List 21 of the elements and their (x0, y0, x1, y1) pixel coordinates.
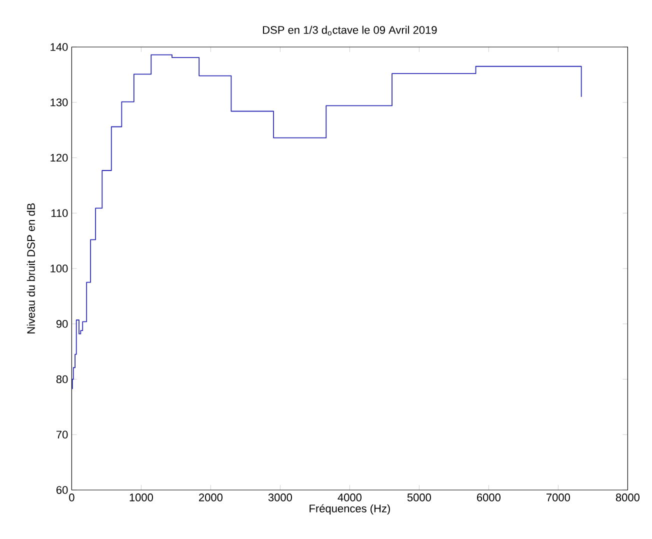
x-tick-label: 8000 (616, 494, 640, 502)
x-tick-label: 1000 (130, 494, 153, 502)
x-tick-label: 4000 (338, 494, 362, 502)
x-tick-label: 5000 (407, 494, 431, 502)
y-tick-label: 90 (56, 320, 68, 328)
y-tick-label: 80 (56, 375, 68, 384)
x-tick-label: 2000 (199, 494, 222, 502)
x-axis-title: Fréquences (Hz) (310, 504, 390, 515)
y-tick-label: 130 (50, 98, 68, 106)
y-tick-label: 70 (56, 430, 68, 439)
x-tick-label: 7000 (546, 494, 570, 502)
y-tick-label: 60 (56, 486, 68, 494)
y-tick-label: 100 (50, 264, 68, 272)
chart-title: DSP en 1/3 d$_{o}$ctave le 09 Avril 2019 (263, 26, 437, 36)
x-tick-label: 6000 (477, 494, 500, 502)
y-tick-label: 110 (51, 209, 68, 218)
x-tick-label: 3000 (268, 494, 292, 502)
y-axis-title: Niveau du bruit DSP en dB (26, 203, 35, 334)
y-tick-label: 140 (50, 43, 68, 51)
y-tick-label: 120 (50, 154, 68, 162)
x-tick-label: 0 (69, 494, 74, 502)
